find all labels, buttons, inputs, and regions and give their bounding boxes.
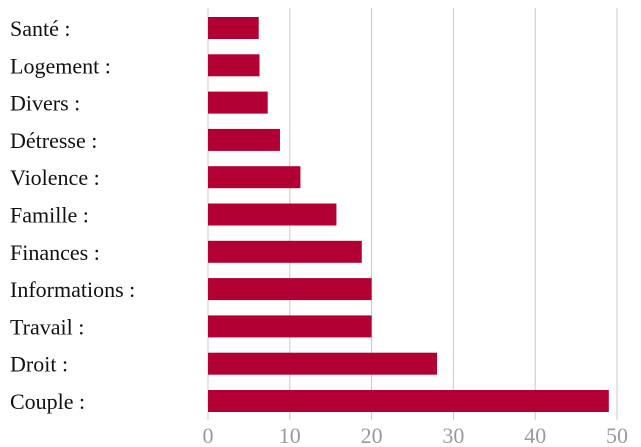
bar-9 (208, 352, 438, 375)
category-label-7: Informations : (10, 277, 135, 302)
category-labels: Santé : Logement : Divers : Détresse : Viole… (10, 16, 135, 414)
x-tick-label-20: 20 (361, 423, 383, 447)
bar-10 (208, 390, 609, 412)
bar-2 (208, 91, 268, 114)
category-label-3: Détresse : (10, 128, 97, 153)
category-label-2: Divers : (10, 91, 80, 116)
gridlines (207, 8, 618, 420)
bar-1 (208, 54, 260, 77)
x-axis-ticks: 0 10 20 30 40 50 (203, 423, 629, 447)
category-label-6: Finances : (10, 240, 100, 265)
category-label-8: Travail : (10, 314, 84, 339)
category-label-4: Violence : (10, 165, 100, 190)
bar-5 (208, 203, 337, 226)
x-tick-label-10: 10 (279, 423, 301, 447)
x-tick-label-50: 50 (606, 423, 628, 447)
category-label-9: Droit : (10, 352, 68, 377)
category-label-5: Famille : (10, 203, 89, 228)
category-label-10: Couple : (10, 389, 85, 414)
x-tick-label-30: 30 (442, 423, 464, 447)
bar-0 (208, 17, 259, 39)
bars (208, 17, 609, 412)
bar-8 (208, 315, 372, 338)
bar-7 (208, 278, 372, 301)
category-label-0: Santé : (10, 16, 71, 41)
bar-4 (208, 166, 301, 189)
x-tick-label-40: 40 (524, 423, 546, 447)
bar-6 (208, 240, 362, 263)
x-tick-label-0: 0 (203, 423, 214, 447)
category-label-1: Logement : (10, 53, 111, 78)
bar-3 (208, 128, 280, 151)
